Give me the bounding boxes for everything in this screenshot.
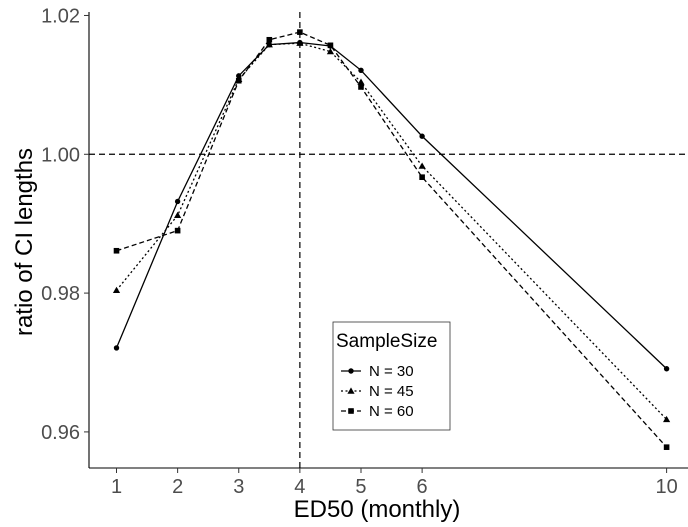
legend-item: N = 60: [341, 403, 414, 420]
legend-item: N = 30: [341, 363, 414, 380]
y-tick-label: 1.02: [41, 5, 80, 27]
data-point: [419, 174, 425, 180]
data-point: [663, 444, 670, 450]
data-point: [113, 345, 120, 351]
data-point: [112, 286, 121, 294]
legend-title: SampleSize: [336, 331, 437, 352]
y-tick-label: 1.00: [41, 144, 80, 166]
data-point: [663, 415, 671, 423]
legend-item: N = 45: [341, 383, 414, 400]
data-point: [235, 77, 242, 84]
series-3: [113, 29, 670, 450]
x-tick-label: 2: [172, 476, 183, 498]
data-point: [419, 133, 425, 139]
data-point: [296, 39, 304, 46]
x-tick-label: 3: [233, 476, 244, 498]
legend-items: N = 30 N = 45 N = 60: [341, 363, 414, 420]
data-point: [266, 36, 273, 43]
x-tick-label: 6: [417, 476, 428, 498]
legend-marker: [348, 408, 354, 414]
legend-label: N = 30: [369, 363, 414, 380]
data-point: [663, 366, 670, 372]
legend-marker: [348, 368, 354, 374]
data-point: [174, 211, 182, 219]
tick-layer: 1 2 3 4 5 6 10 0.96 0.98 1.00 1.02: [41, 5, 678, 498]
data-point: [326, 47, 335, 55]
x-tick-label: 4: [294, 476, 305, 498]
legend-marker: [347, 387, 355, 394]
series-line: [115, 41, 668, 370]
series-layer: [112, 29, 671, 450]
x-axis-title: ED50 (monthly): [294, 496, 461, 523]
data-point: [327, 42, 334, 49]
data-point: [418, 162, 426, 169]
y-tick-label: 0.98: [41, 283, 80, 305]
data-point: [358, 67, 364, 74]
data-point: [358, 84, 364, 90]
y-tick-label: 0.96: [41, 422, 80, 444]
legend-label: N = 45: [369, 383, 414, 400]
x-tick-label: 1: [111, 476, 122, 498]
axes: [88, 12, 688, 469]
data-point: [297, 29, 303, 35]
data-point: [113, 247, 120, 254]
data-point: [357, 78, 365, 85]
x-tick-label: 10: [655, 476, 677, 498]
data-point: [265, 41, 273, 48]
data-point: [174, 227, 181, 234]
legend-label: N = 60: [369, 403, 414, 420]
legend: SampleSize N = 30 N = 45 N = 60: [332, 321, 451, 431]
x-tick-label: 5: [355, 476, 366, 498]
reference-lines: [89, 12, 688, 468]
y-axis-title: ratio of CI lengths: [11, 148, 38, 336]
data-point: [174, 198, 181, 205]
